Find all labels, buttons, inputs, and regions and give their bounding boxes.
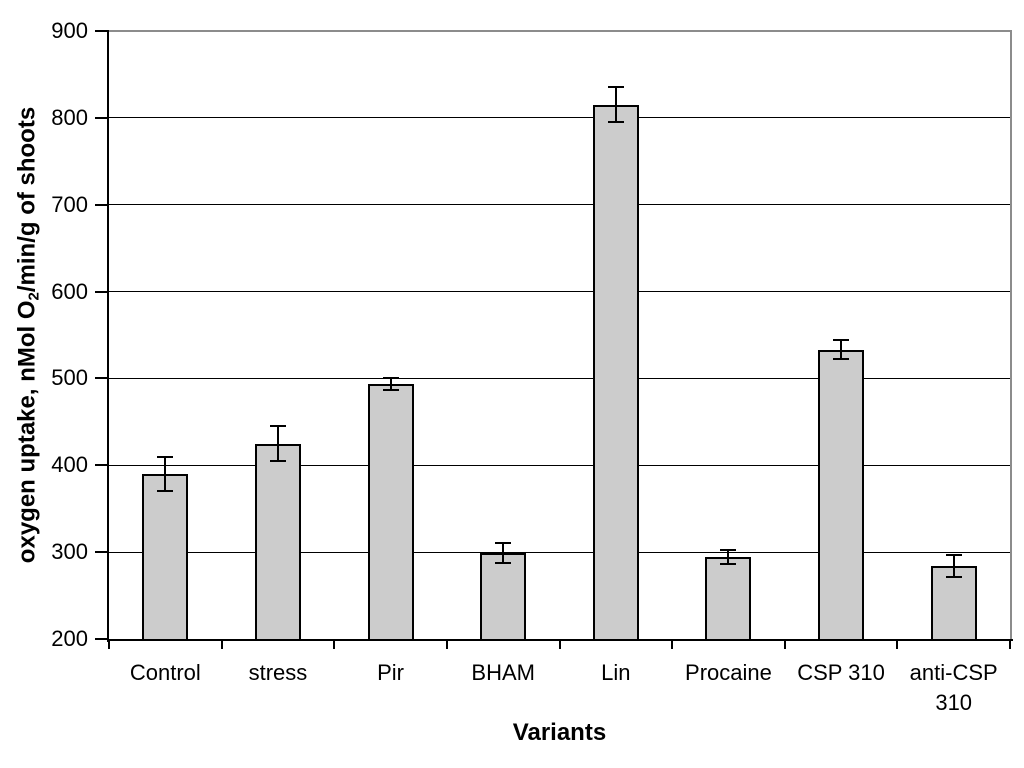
- y-tick: [95, 638, 107, 640]
- error-bar: [840, 340, 843, 360]
- category-label: anti-CSP 310: [909, 660, 998, 715]
- gridline: [109, 117, 1010, 119]
- y-tick: [95, 203, 107, 206]
- bar: [480, 553, 527, 639]
- x-tick: [896, 641, 899, 649]
- category-label: Pir: [377, 660, 404, 685]
- bar: [142, 473, 189, 639]
- bar: [254, 443, 301, 639]
- error-bar-cap-top: [607, 86, 624, 89]
- plot-area: [109, 31, 1010, 639]
- y-axis-title-prefix: oxygen uptake, nMol O: [13, 300, 41, 564]
- error-bar-cap-top: [833, 339, 850, 342]
- x-axis-line: [107, 639, 1013, 641]
- y-tick: [95, 377, 107, 380]
- bar: [592, 104, 639, 639]
- error-bar: [502, 542, 505, 564]
- category-label: BHAM: [471, 660, 535, 685]
- error-bar-cap-top: [495, 541, 512, 544]
- error-bar: [614, 87, 617, 123]
- bar: [705, 557, 752, 639]
- y-tick-label: 300: [51, 539, 88, 565]
- error-bar-cap-top: [945, 553, 962, 556]
- y-tick-label: 400: [51, 452, 88, 478]
- x-tick: [783, 641, 786, 649]
- x-tick: [445, 641, 448, 649]
- category-label: Lin: [601, 660, 631, 685]
- error-bar-cap-bottom: [382, 388, 399, 391]
- y-axis-title: oxygen uptake, nMol O2/min/g of shoots: [14, 107, 43, 563]
- plot-border-top: [109, 30, 1012, 32]
- error-bar-cap-bottom: [607, 121, 624, 124]
- error-bar: [727, 550, 730, 565]
- y-tick: [95, 464, 107, 467]
- error-bar-cap-bottom: [945, 576, 962, 579]
- y-tick-label: 800: [51, 104, 88, 130]
- error-bar-cap-top: [382, 376, 399, 379]
- gridline: [109, 377, 1010, 379]
- category-label: stress: [248, 660, 308, 685]
- error-bar: [389, 377, 392, 390]
- y-tick-label: 500: [51, 365, 88, 391]
- plot-border-right: [1010, 30, 1012, 641]
- y-tick-label: 900: [51, 18, 88, 43]
- x-tick: [671, 641, 674, 649]
- gridline: [109, 291, 1010, 293]
- error-bar: [952, 554, 955, 578]
- error-bar-cap-bottom: [269, 459, 286, 462]
- error-bar-cap-bottom: [833, 358, 850, 361]
- y-tick: [95, 551, 107, 554]
- error-bar: [164, 456, 167, 492]
- y-tick: [95, 30, 107, 32]
- y-tick-label: 600: [51, 278, 88, 304]
- error-bar-cap-top: [269, 425, 286, 428]
- x-tick: [558, 641, 561, 649]
- error-bar-cap-top: [157, 455, 174, 458]
- bar: [367, 383, 414, 639]
- category-label: Control: [129, 660, 201, 685]
- category-label: CSP 310: [797, 660, 885, 685]
- x-tick: [333, 641, 336, 649]
- x-axis-title: Variants: [512, 719, 607, 746]
- category-label: Procaine: [685, 660, 772, 685]
- error-bar-cap-bottom: [157, 490, 174, 493]
- y-tick: [95, 116, 107, 119]
- y-tick-label: 700: [51, 191, 88, 217]
- bar: [818, 349, 865, 639]
- x-tick: [108, 641, 110, 649]
- error-bar-cap-bottom: [495, 562, 512, 565]
- gridline: [109, 204, 1010, 206]
- x-tick: [220, 641, 223, 649]
- x-tick: [1009, 641, 1011, 649]
- error-bar-cap-top: [720, 549, 737, 552]
- gridline: [109, 464, 1010, 466]
- y-tick: [95, 290, 107, 293]
- y-tick-label: 200: [51, 626, 88, 651]
- error-bar: [276, 426, 279, 461]
- gridline: [109, 551, 1010, 553]
- y-axis-line: [107, 30, 109, 642]
- error-bar-cap-bottom: [720, 563, 737, 566]
